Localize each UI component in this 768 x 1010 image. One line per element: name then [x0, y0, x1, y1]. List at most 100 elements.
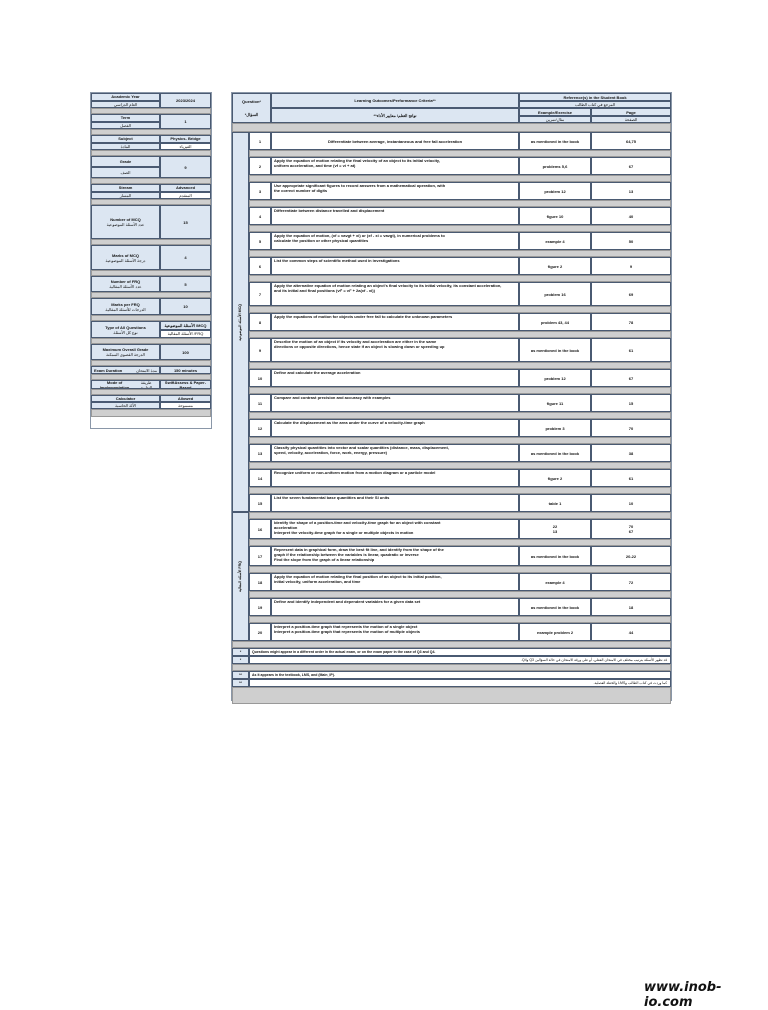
outcome-line: Define and identify independent and depe… [274, 599, 421, 604]
page-line: 15 [628, 400, 634, 406]
example-exercise: example 4 [519, 232, 591, 250]
outcome-line: Interpret the velocity-time graph for a … [274, 530, 414, 535]
page-number: 69 [591, 282, 671, 306]
separator-row [249, 175, 671, 182]
info-value: Advanced المتقدم [160, 184, 211, 199]
watermark: www.inob-io.com [644, 980, 722, 1010]
page-line: 44 [628, 629, 634, 635]
info-label-cell: Number of FRQ عدد الأسئلة المقالية [91, 276, 160, 292]
info-label-cell: Number of MCQ عدد الأسئلة الموضوعية [91, 205, 160, 239]
example-exercise: problem 3 [519, 419, 591, 437]
outcome-line: Apply the equations of motion for object… [274, 314, 453, 319]
outcome-line: Classify physical quantities into vector… [274, 445, 449, 450]
example-exercise: as mentioned in the book [519, 132, 591, 150]
outcome-line: graph if the relationship between the va… [274, 552, 419, 557]
info-label-en: Stream [91, 184, 160, 192]
header-outcome-en: Learning Outcomes/Performance Criteria** [271, 93, 519, 108]
header-example-en: Example/Exercise [519, 108, 591, 116]
info-value: 2023/2024 [160, 93, 211, 108]
outcome-line: Describe the motion of an object if its … [274, 339, 437, 344]
learning-outcome: Define and calculate the average acceler… [271, 369, 519, 387]
example-exercise: figure 10 [519, 207, 591, 225]
separator-row [91, 409, 211, 417]
info-label-ar: الفصل [91, 121, 160, 129]
info-label-cell: Type of All Questions نوع كل الأسئلة [91, 321, 160, 338]
example-exercise: example 4 [519, 573, 591, 591]
learning-outcome: List the common steps of scientific meth… [271, 257, 519, 275]
example-exercise: problem 12 [519, 369, 591, 387]
outcome-line: Apply the equation of motion relating th… [274, 158, 440, 163]
page-number: 70 67 [591, 519, 671, 539]
info-value-cell: 150 minutes [160, 366, 211, 374]
learning-outcome: List the seven fundamental base quantiti… [271, 494, 519, 512]
section-frq: الأسئلة المقالية FRQ 16 Identify the shape… [232, 512, 671, 641]
outcome-line: Apply the alternative equation of motion… [274, 283, 502, 288]
info-label-en: Number of MCQ [110, 217, 141, 222]
info-value: 150 minutes [160, 366, 211, 374]
header-subcols-ar: مثال/تمرين الصفحة [519, 116, 671, 123]
outcome-line: Recognize uniform or non-uniform motion … [274, 470, 436, 475]
example-line: as mentioned in the book [530, 347, 580, 353]
example-line: figure 11 [546, 400, 564, 406]
info-label-ar: نوع كل الأسئلة [113, 329, 138, 335]
info-row: Academic Year العام الدراسي 2023/2024 [91, 93, 211, 108]
separator-row [91, 292, 211, 298]
separator-row [91, 239, 211, 245]
info-row: Type of All Questions نوع كل الأسئلة الأسئ… [91, 321, 211, 338]
info-label: Calculator الآلة الحاسبة [91, 395, 160, 409]
outcome-line: initial velocity, uniform acceleration, … [274, 579, 361, 584]
table-row: 14 Recognize uniform or non-uniform motio… [249, 469, 671, 487]
separator-row [91, 150, 211, 156]
separator-row [91, 389, 211, 395]
page-number: 61 [591, 469, 671, 487]
example-exercise: example problem 2 [519, 623, 591, 641]
separator-row [249, 437, 671, 444]
learning-outcome: Use appropriate significant figures to r… [271, 182, 519, 200]
page-line: 70 [628, 524, 634, 529]
header-reference-ar: المرجع في كتاب الطالب [519, 101, 671, 108]
info-label-en: Academic Year [91, 93, 160, 101]
question-number: 19 [249, 598, 271, 616]
question-number: 17 [249, 546, 271, 566]
page-number: 50 [591, 232, 671, 250]
example-exercise: problem 16 [519, 282, 591, 306]
info-value-cell: الفيزياء [160, 142, 211, 150]
separator-row [249, 412, 671, 419]
table-row: 2 Apply the equation of motion relating t… [249, 157, 671, 175]
section-rows: 16 Identify the shape of a position-time … [249, 512, 671, 641]
learning-outcome: Compare and contrast precision and accur… [271, 394, 519, 412]
info-label: Marks of MCQ درجة الأسئلة الموضوعية [91, 245, 160, 270]
info-row: Marks of MCQ درجة الأسئلة الموضوعية 4 [91, 245, 211, 270]
info-label: Marks per FRQ الدرجات للأسئلة المقالية [91, 298, 160, 315]
info-value-cell: Allowed [160, 395, 211, 402]
page-line: 67 [628, 163, 634, 169]
table-row: 5 Apply the equation of motion, (xf = vav… [249, 232, 671, 250]
separator-row [91, 129, 211, 135]
example-line: problem 43, 44 [540, 319, 569, 325]
info-value-cell: SwiftAssess & Paper-Based [160, 380, 211, 389]
separator-row [249, 512, 671, 519]
info-row: Exam Duration مدة الامتحان 150 minutes [91, 366, 211, 374]
header-question-ar: السؤال* [244, 112, 259, 117]
page-line: 18 [628, 604, 634, 610]
outcome-line: Define and calculate the average acceler… [274, 370, 361, 375]
outcome-line: Interpret a position-time graph that rep… [274, 624, 418, 629]
info-label-en: Grade [91, 156, 160, 167]
info-label-ar: درجة الأسئلة الموضوعية [105, 257, 146, 263]
example-line: 22 [552, 524, 558, 529]
learning-outcomes-table: Question* السؤال* Learning Outcomes/Perfor… [231, 92, 672, 704]
example-line: example problem 2 [536, 629, 574, 635]
question-number: 6 [249, 257, 271, 275]
info-value-cell: 10 [160, 298, 211, 315]
example-line: example 4 [545, 579, 565, 585]
example-line: table 1 [548, 500, 562, 506]
info-label: Subject المادة [91, 135, 160, 150]
info-label-en: Number of FRQ [110, 279, 141, 284]
info-value: SwiftAssess & Paper-Based [160, 380, 211, 389]
separator-row [91, 270, 211, 276]
info-row: Number of MCQ عدد الأسئلة الموضوعية 15 [91, 205, 211, 239]
info-label-ar: عدد الأسئلة المقالية [109, 284, 142, 289]
outcome-line: the correct number of digits [274, 188, 328, 193]
page-line: 9 [629, 263, 633, 269]
info-value: 10 [160, 298, 211, 315]
